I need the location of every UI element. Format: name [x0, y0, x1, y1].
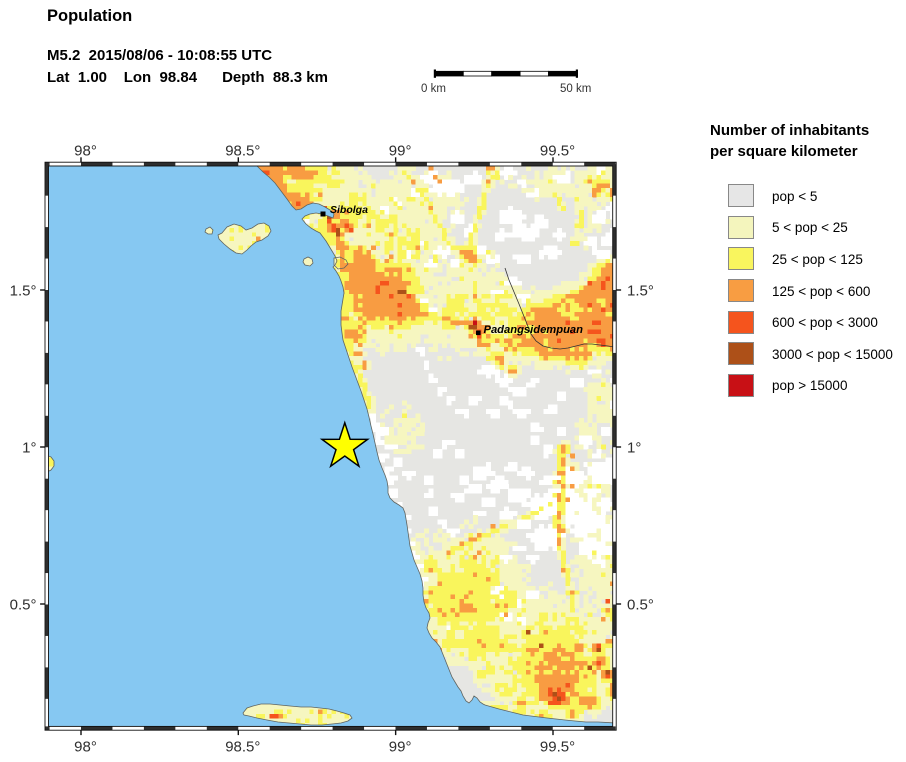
svg-text:1.5°: 1.5°: [10, 282, 37, 299]
svg-text:98.5°: 98.5°: [225, 739, 260, 756]
svg-text:Padangsidempuan: Padangsidempuan: [484, 324, 584, 336]
svg-text:99°: 99°: [389, 143, 412, 160]
svg-text:0.5°: 0.5°: [627, 596, 654, 613]
svg-text:99.5°: 99.5°: [540, 143, 575, 160]
svg-text:1.5°: 1.5°: [627, 282, 654, 299]
svg-text:1°: 1°: [22, 439, 36, 456]
svg-text:1°: 1°: [627, 439, 641, 456]
svg-text:0.5°: 0.5°: [10, 596, 37, 613]
svg-text:98°: 98°: [74, 143, 97, 160]
svg-text:98°: 98°: [74, 739, 97, 756]
svg-text:98.5°: 98.5°: [225, 143, 260, 160]
svg-text:Sibolga: Sibolga: [330, 204, 368, 216]
svg-text:99.5°: 99.5°: [540, 739, 575, 756]
svg-text:99°: 99°: [389, 739, 412, 756]
